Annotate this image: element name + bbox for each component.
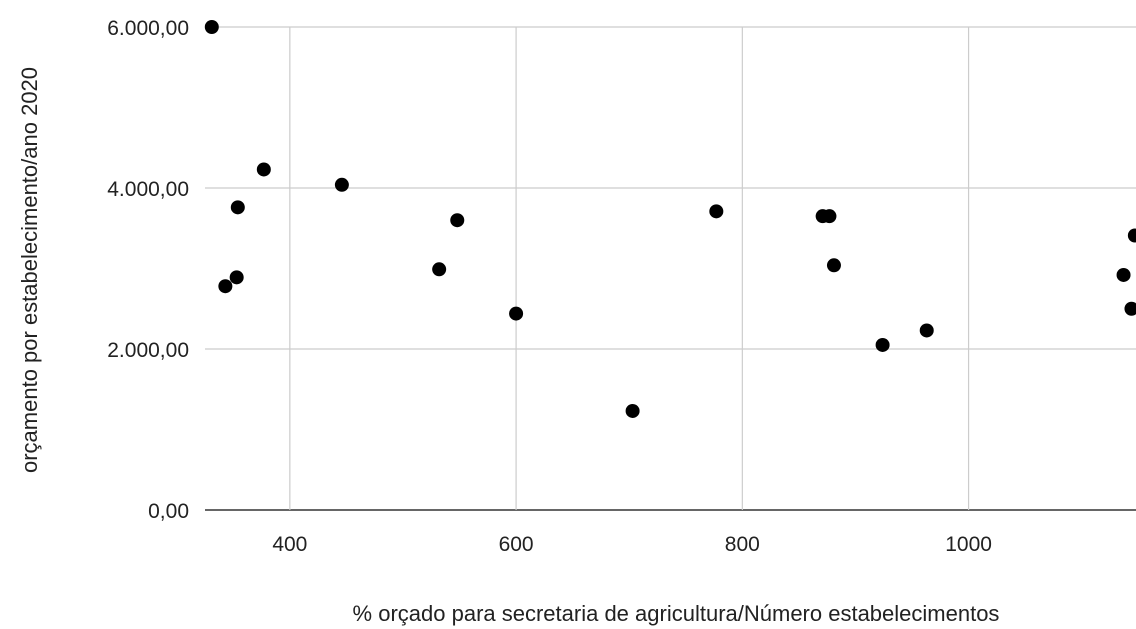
data-point <box>1116 267 1131 282</box>
data-point <box>450 213 465 228</box>
gridlines <box>205 26 1136 511</box>
data-point <box>1124 301 1136 316</box>
data-point <box>509 306 524 321</box>
data-point <box>256 162 271 177</box>
y-tick-label: 4.000,00 <box>107 178 189 201</box>
data-point <box>875 337 890 352</box>
data-point <box>230 200 245 215</box>
tick-labels: 0,00 2.000,00 4.000,00 6.000,00 400 600 800 100… <box>107 17 992 556</box>
data-point <box>204 20 219 34</box>
x-axis-title: % orçado para secretaria de agricultura/… <box>353 601 1000 626</box>
y-axis-title: orçamento por estabelecimento/ano 2020 <box>17 67 42 473</box>
data-point <box>822 209 837 224</box>
data-point <box>229 270 244 285</box>
x-tick-label: 1000 <box>945 533 992 556</box>
x-tick-label: 800 <box>725 533 760 556</box>
data-point <box>709 204 724 219</box>
y-tick-label: 6.000,00 <box>107 17 189 40</box>
data-point <box>1127 228 1136 243</box>
data-point <box>432 262 447 277</box>
data-point <box>919 323 934 338</box>
data-point <box>826 258 841 273</box>
data-point <box>218 279 233 294</box>
data-points <box>204 20 1136 418</box>
x-tick-label: 600 <box>499 533 534 556</box>
data-point <box>625 403 640 418</box>
data-point <box>334 177 349 192</box>
y-tick-label: 0,00 <box>148 500 189 523</box>
x-tick-label: 400 <box>272 533 307 556</box>
y-tick-label: 2.000,00 <box>107 339 189 362</box>
